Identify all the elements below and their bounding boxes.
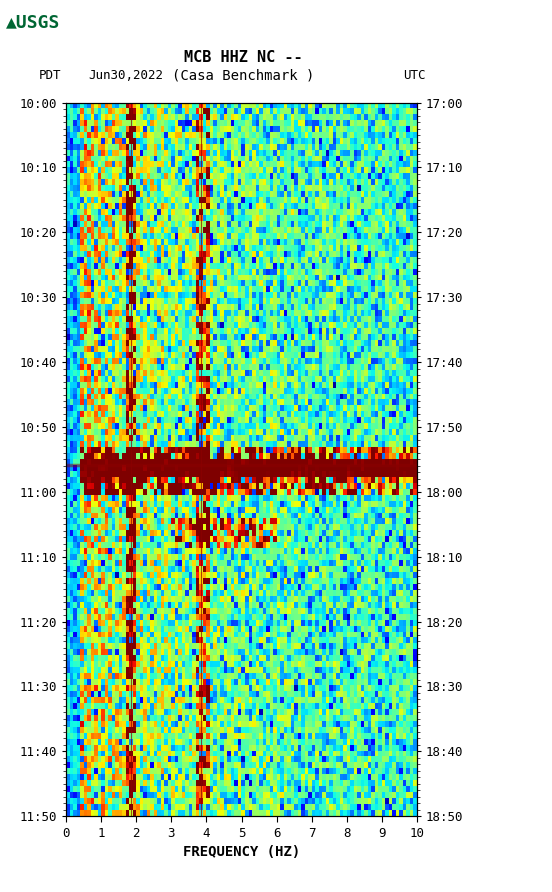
Text: Jun30,2022: Jun30,2022 [88,70,163,82]
Text: PDT: PDT [39,70,61,82]
Text: (Casa Benchmark ): (Casa Benchmark ) [172,69,314,83]
Text: ▲USGS: ▲USGS [6,13,60,31]
Text: MCB HHZ NC --: MCB HHZ NC -- [184,51,302,65]
X-axis label: FREQUENCY (HZ): FREQUENCY (HZ) [183,845,300,859]
Text: UTC: UTC [403,70,426,82]
